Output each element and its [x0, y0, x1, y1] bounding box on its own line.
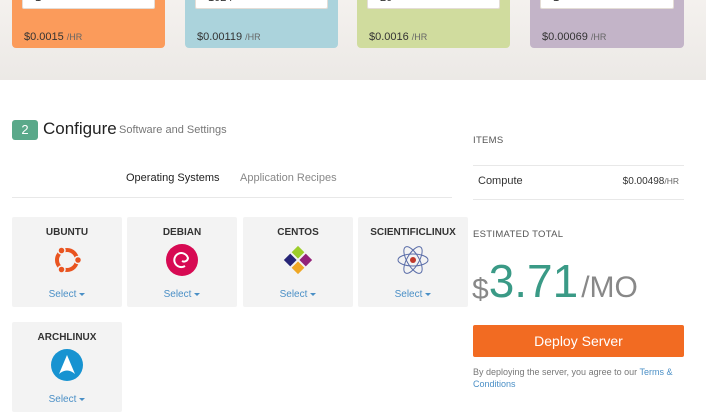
price-unit: /HR — [66, 32, 83, 42]
input-value: 1024 — [208, 0, 232, 4]
os-card[interactable]: DEBIAN Select — [127, 217, 237, 307]
input-value: 20 — [380, 0, 392, 4]
os-name: DEBIAN — [162, 227, 202, 238]
os-card[interactable]: SCIENTIFICLINUX Select — [358, 217, 468, 307]
os-name: SCIENTIFICLINUX — [370, 227, 456, 238]
divider — [473, 199, 684, 200]
input-unit: CORES — [114, 0, 146, 2]
resource-price: $0.0015/HR — [24, 31, 82, 43]
resource-input[interactable]: 20 GBs — [367, 0, 500, 9]
step-badge: 2 — [12, 120, 38, 140]
tab-active[interactable]: Operating Systems — [126, 172, 220, 184]
os-card[interactable]: UBUNTU Select — [12, 217, 122, 307]
debian-icon — [166, 244, 198, 276]
currency: $ — [472, 273, 489, 306]
resource-input[interactable]: 1024 MB — [195, 0, 328, 9]
resource-price: $0.0016/HR — [369, 31, 427, 43]
item-name: Compute — [478, 175, 523, 187]
section-title: Configure — [43, 119, 117, 138]
page: 1 CORES $0.0015/HR 1024 MB $0.00119/HR 20 GBs $0… — [0, 0, 706, 400]
price-amount: $0.0015 — [24, 31, 64, 43]
divider — [473, 165, 684, 166]
os-name: UBUNTU — [45, 227, 89, 238]
tab[interactable]: Application Recipes — [240, 172, 337, 184]
input-unit: IPs — [652, 0, 665, 2]
resource-card: 1 CORES $0.0015/HR — [12, 0, 165, 48]
item-amount: $0.00498 — [622, 176, 665, 187]
terms: By deploying the server, you agree to ou… — [473, 366, 685, 390]
item-unit: /HR — [664, 176, 679, 186]
terms-text: By deploying the server, you agree to ou… — [473, 367, 640, 377]
price-unit: /HR — [590, 32, 607, 42]
price-amount: $0.00119 — [197, 31, 243, 43]
resource-card: 1 IPs $0.00069/HR — [530, 0, 684, 48]
centos-icon — [283, 245, 313, 275]
os-card[interactable]: ARCHLINUX Select — [12, 322, 122, 412]
select-link[interactable]: Select — [243, 289, 353, 300]
price-amount: $0.00069 — [542, 31, 588, 43]
tab-divider — [12, 197, 452, 198]
scientificlinux-icon — [397, 246, 429, 274]
total: $3.71/MO — [472, 254, 638, 308]
resource-input[interactable]: 1 CORES — [22, 0, 155, 9]
os-card[interactable]: CENTOS Select — [243, 217, 353, 307]
section-subtitle: Software and Settings — [119, 124, 227, 136]
total-heading: ESTIMATED TOTAL — [473, 229, 564, 240]
input-value: 1 — [553, 0, 559, 4]
price-unit: /HR — [245, 32, 261, 42]
items-heading: ITEMS — [473, 135, 504, 146]
select-link[interactable]: Select — [127, 289, 237, 300]
select-link[interactable]: Select — [12, 289, 122, 300]
resource-card: 1024 MB $0.00119/HR — [185, 0, 338, 48]
deploy-button[interactable]: Deploy Server — [473, 325, 684, 357]
resource-input[interactable]: 1 IPs — [540, 0, 674, 9]
item-price: $0.00498/HR — [623, 176, 679, 187]
period: /MO — [581, 271, 638, 304]
archlinux-icon — [51, 349, 83, 381]
resource-price: $0.00069/HR — [542, 31, 606, 43]
resource-card: 20 GBs $0.0016/HR — [357, 0, 510, 48]
input-unit: MB — [306, 0, 320, 2]
resource-price: $0.00119/HR — [197, 31, 261, 43]
input-value: 1 — [35, 0, 41, 4]
ubuntu-icon — [55, 246, 83, 274]
select-link[interactable]: Select — [358, 289, 468, 300]
price-unit: /HR — [411, 32, 428, 42]
price-amount: $0.0016 — [369, 31, 409, 43]
os-name: ARCHLINUX — [37, 332, 97, 343]
input-unit: GBs — [473, 0, 491, 2]
terms-link[interactable]: Terms & Conditions — [473, 367, 673, 389]
os-name: CENTOS — [277, 227, 319, 238]
amount: 3.71 — [488, 255, 579, 307]
